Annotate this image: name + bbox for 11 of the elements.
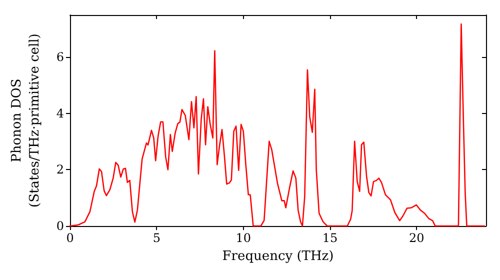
x-axis-title: Frequency (THz) (222, 249, 334, 264)
x-tick-label: 5 (152, 231, 160, 245)
y-tick-label: 6 (56, 50, 64, 64)
y-tick-label: 2 (56, 162, 64, 177)
y-tick-label: 0 (56, 219, 64, 233)
x-tick-label: 10 (236, 231, 251, 245)
y-axis-title: Phonon DOS (States/THz·primitive cell) (10, 33, 42, 208)
x-tick-label: 15 (322, 231, 338, 245)
x-tick-label: 20 (409, 231, 424, 245)
y-tick-label: 4 (56, 106, 64, 120)
x-tick-label: 0 (66, 231, 74, 245)
